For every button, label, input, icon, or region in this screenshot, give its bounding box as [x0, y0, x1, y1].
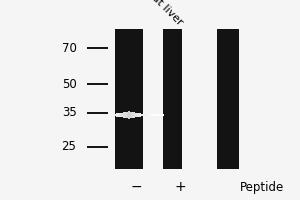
Bar — [153, 114, 155, 116]
Text: 35: 35 — [62, 106, 76, 119]
Bar — [132, 112, 134, 118]
Bar — [217, 29, 239, 169]
Bar — [144, 114, 146, 116]
Bar — [112, 114, 114, 116]
Bar — [127, 112, 128, 118]
Bar — [135, 113, 137, 117]
Text: +: + — [174, 180, 186, 194]
Bar — [116, 113, 118, 117]
Bar — [114, 114, 116, 116]
Bar — [125, 112, 127, 118]
Bar — [146, 114, 148, 116]
Bar — [123, 112, 125, 118]
Bar — [118, 113, 119, 117]
Bar — [134, 112, 135, 118]
Text: rat liver: rat liver — [147, 0, 185, 28]
Bar — [137, 113, 139, 117]
Bar — [121, 113, 123, 117]
Bar — [155, 114, 157, 116]
Bar — [139, 113, 141, 117]
Bar — [130, 112, 132, 118]
Text: 25: 25 — [61, 140, 76, 154]
Bar — [164, 29, 181, 169]
Bar — [119, 113, 121, 117]
Text: −: − — [131, 180, 142, 194]
Text: Peptide: Peptide — [240, 180, 284, 194]
Bar — [158, 114, 160, 116]
Bar — [148, 114, 149, 116]
Bar — [157, 114, 158, 116]
Bar — [160, 114, 162, 116]
Text: 70: 70 — [61, 42, 76, 54]
Bar — [115, 29, 143, 169]
Bar — [162, 114, 164, 116]
Bar — [149, 114, 151, 116]
Bar — [128, 111, 130, 119]
Bar — [142, 114, 144, 116]
Bar — [141, 114, 142, 116]
Text: 50: 50 — [62, 78, 76, 90]
Bar — [151, 114, 153, 116]
